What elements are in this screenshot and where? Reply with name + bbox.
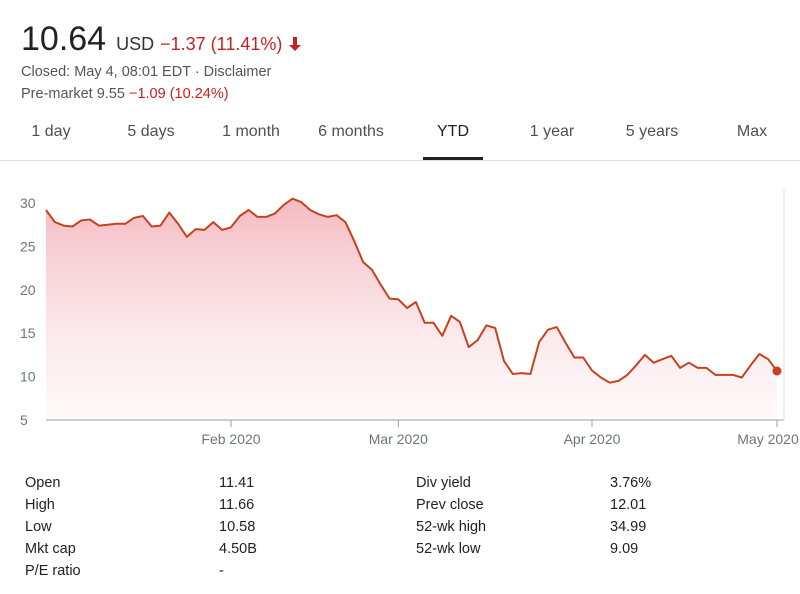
price-line [45,197,778,384]
stat-label: Div yield [416,475,471,491]
stat-label: High [25,497,55,513]
stat-label: Low [25,519,52,535]
quote-header: 10.64 USD −1.37 (11.41%) Closed: May 4, … [21,20,302,103]
y-tick-label: 5 [20,412,28,428]
y-tick-label: 15 [20,325,36,341]
y-tick-label: 10 [20,369,36,385]
premarket-change: −1.09 (10.24%) [129,86,229,102]
stat-label: Prev close [416,497,484,513]
stat-value: 3.76% [610,475,652,491]
tab-5-days[interactable]: 5 days [127,123,175,140]
stat-value: 12.01 [610,497,647,513]
arrow-down-icon [289,37,302,51]
tab-1-day[interactable]: 1 day [31,123,71,140]
tab-max[interactable]: Max [736,123,768,140]
tab-6-months[interactable]: 6 months [318,123,384,140]
price-chart[interactable]: 30 25 20 15 10 5 Feb 2020 Mar 2020 Apr 2020 May … [0,160,800,456]
stat-value: 4.50B [219,541,257,557]
closed-info: Closed: May 4, 08:01 EDT · Disclaimer [21,64,272,80]
x-tick-label: Feb 2020 [201,431,260,447]
stat-value: - [219,563,224,579]
x-tick-label: May 2020 [737,431,799,447]
tab-ytd[interactable]: YTD [423,110,483,160]
stat-label: P/E ratio [25,563,81,579]
price-change: −1.37 (11.41%) [160,34,283,54]
price-area-fill [46,198,777,420]
stat-value: 11.41 [219,475,255,491]
tab-1-year[interactable]: 1 year [529,123,575,140]
premarket-info: Pre-market 9.55 −1.09 (10.24%) [21,85,301,103]
y-tick-label: 20 [20,282,36,298]
y-tick-label: 30 [20,195,36,211]
stat-value: 10.58 [219,519,256,535]
stat-value: 9.09 [610,541,639,557]
last-price-dot [772,366,782,376]
range-tabs: 1 day 5 days 1 month 6 months YTD 1 year… [0,110,800,161]
tab-1-month[interactable]: 1 month [222,123,280,140]
currency-code: USD [116,34,155,54]
stat-label: 52-wk high [416,519,487,535]
stat-value: 11.66 [219,497,255,513]
tab-5-years[interactable]: 5 years [625,123,679,140]
stat-label: 52-wk low [416,541,481,557]
stat-label: Open [25,475,61,491]
x-tick-label: Mar 2020 [369,431,428,447]
y-tick-label: 25 [20,238,36,254]
stat-value: 34.99 [610,519,647,535]
premarket-price: Pre-market 9.55 [21,86,125,102]
price-row: 10.64 USD −1.37 (11.41%) [21,20,302,59]
current-price: 10.64 [21,20,107,58]
stat-label: Mkt cap [25,541,76,557]
x-tick-label: Apr 2020 [564,431,621,447]
